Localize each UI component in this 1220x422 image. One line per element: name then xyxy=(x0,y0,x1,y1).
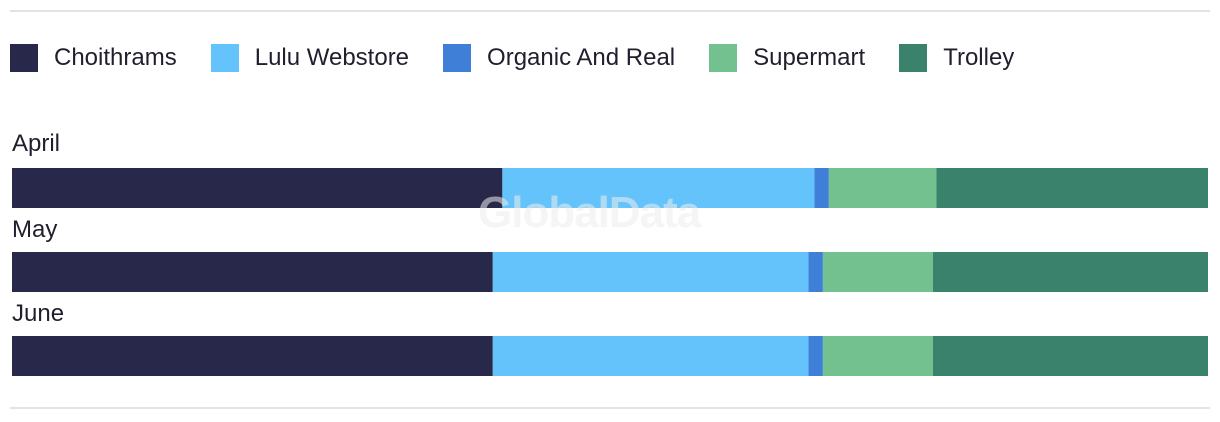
legend-item-supermart: Supermart xyxy=(709,44,865,72)
legend-label-choithrams: Choithrams xyxy=(54,44,177,71)
legend-item-organic-and-real: Organic And Real xyxy=(443,44,675,72)
legend-swatch-trolley xyxy=(899,44,928,72)
legend-swatch-organic-and-real xyxy=(443,44,472,72)
legend-label-lulu-webstore: Lulu Webstore xyxy=(254,44,410,71)
legend-item-choithrams: Choithrams xyxy=(10,44,177,72)
category-label-april: April xyxy=(12,130,61,157)
bar-segment-may-trolley xyxy=(932,252,1208,292)
legend-label-trolley: Trolley xyxy=(943,44,1015,71)
bar-segment-june-lulu-webstore xyxy=(492,336,809,376)
bar-segment-april-organic-and-real xyxy=(814,168,829,208)
bar-segment-june-organic-and-real xyxy=(808,336,823,376)
bar-segment-may-organic-and-real xyxy=(808,252,823,292)
bar-segment-may-choithrams xyxy=(12,252,493,292)
bar-segment-april-lulu-webstore xyxy=(502,168,815,208)
bar-segment-april-trolley xyxy=(936,168,1208,208)
legend-label-supermart: Supermart xyxy=(753,44,866,71)
legend-swatch-lulu-webstore xyxy=(210,44,239,72)
legend-label-organic-and-real: Organic And Real xyxy=(487,44,676,71)
chart-legend: Choithrams Lulu Webstore Organic And Rea… xyxy=(10,44,1048,72)
category-label-may: May xyxy=(12,216,58,243)
watermark: GlobalData xyxy=(478,188,701,237)
bottom-divider xyxy=(10,407,1210,409)
bar-segment-june-supermart xyxy=(822,336,933,376)
bar-segment-april-choithrams xyxy=(12,168,503,208)
bar-segment-april-supermart xyxy=(828,168,937,208)
legend-item-trolley: Trolley xyxy=(899,44,1014,72)
top-divider xyxy=(10,10,1210,12)
bar-segment-june-trolley xyxy=(932,336,1208,376)
bar-segment-may-supermart xyxy=(822,252,933,292)
category-label-june: June xyxy=(12,300,65,327)
legend-swatch-choithrams xyxy=(10,44,38,72)
bar-segment-may-lulu-webstore xyxy=(492,252,809,292)
legend-swatch-supermart xyxy=(709,44,738,72)
legend-item-lulu-webstore: Lulu Webstore xyxy=(210,44,410,72)
bar-segment-june-choithrams xyxy=(12,336,493,376)
